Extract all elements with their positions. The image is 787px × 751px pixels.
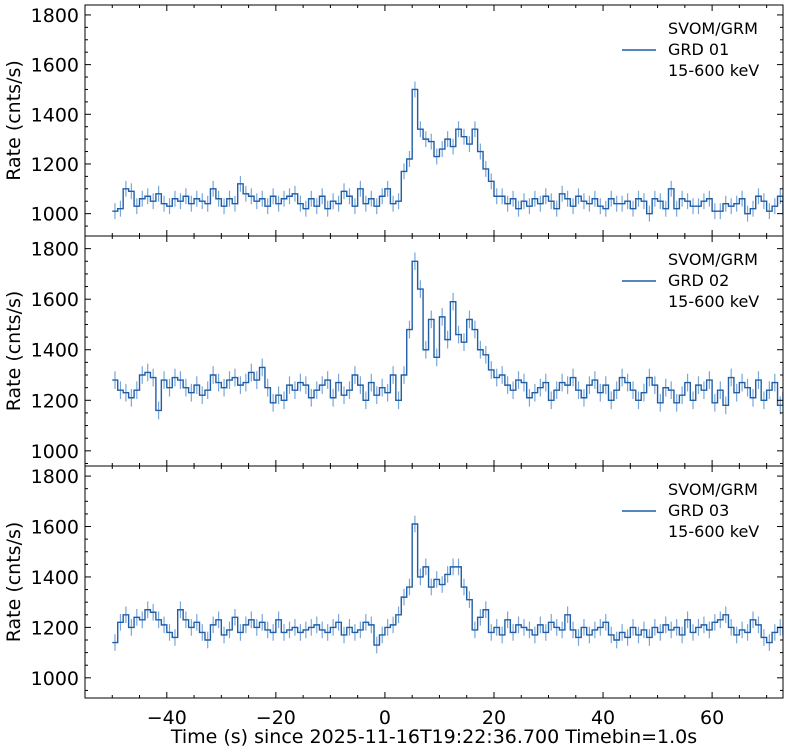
y-tick-label: 1000: [31, 204, 79, 226]
legend-text-line: 15-600 keV: [668, 61, 759, 80]
panel-frame: [84, 465, 784, 699]
y-tick-label: 1600: [31, 517, 79, 539]
y-tick-label: 1600: [31, 55, 79, 77]
x-tick-label: 40: [591, 707, 615, 729]
y-tick-label: 1800: [31, 466, 79, 488]
panel-1: 1000 1200 1400 1600 1800 Rate (cnts/s) SVOM/GR…: [3, 4, 784, 237]
y-axis-label: Rate (cnts/s): [3, 60, 25, 181]
x-axis-label: Time (s) since 2025-11-16T19:22:36.700 T…: [170, 726, 697, 748]
legend-text-line: SVOM/GRM: [668, 250, 758, 269]
legend-text-line: 15-600 keV: [668, 292, 759, 311]
y-tick-label: 1800: [31, 239, 79, 261]
legend-text-line: SVOM/GRM: [668, 480, 758, 499]
legend-text-line: GRD 02: [668, 271, 729, 290]
y-tick-label: 1200: [31, 617, 79, 639]
legend-text-line: 15-600 keV: [668, 522, 759, 541]
y-tick-label: 1400: [31, 567, 79, 589]
y-tick-label: 1800: [31, 5, 79, 27]
y-tick-label: 1200: [31, 154, 79, 176]
series-group: [112, 515, 783, 654]
y-axis-label: Rate (cnts/s): [3, 291, 25, 412]
x-tick-label: 0: [379, 707, 391, 729]
step-series-line: [112, 523, 783, 646]
x-tick-label: 20: [482, 707, 506, 729]
step-series-line: [112, 260, 783, 412]
y-tick-label: 1400: [31, 340, 79, 362]
x-tick-label: 60: [700, 707, 724, 729]
panel-3: 1000 1200 1400 1600 1800 Rate (cnts/s) SVOM/GR…: [3, 465, 784, 729]
legend-text-line: SVOM/GRM: [668, 19, 758, 38]
legend-text-line: GRD 01: [668, 40, 729, 59]
x-tick-label: −20: [256, 707, 296, 729]
y-tick-label: 1400: [31, 104, 79, 126]
legend-text-line: GRD 03: [668, 501, 729, 520]
y-tick-label: 1000: [31, 441, 79, 463]
x-tick-label: −40: [147, 707, 187, 729]
series-group: [112, 252, 783, 420]
y-tick-label: 1000: [31, 668, 79, 690]
y-tick-label: 1600: [31, 289, 79, 311]
y-axis-label: Rate (cnts/s): [3, 522, 25, 643]
panel-2: 1000 1200 1400 1600 1800 Rate (cnts/s) SVOM/GR…: [3, 235, 784, 467]
series-group: [112, 81, 783, 222]
y-tick-label: 1200: [31, 390, 79, 412]
step-series-line: [112, 88, 783, 215]
